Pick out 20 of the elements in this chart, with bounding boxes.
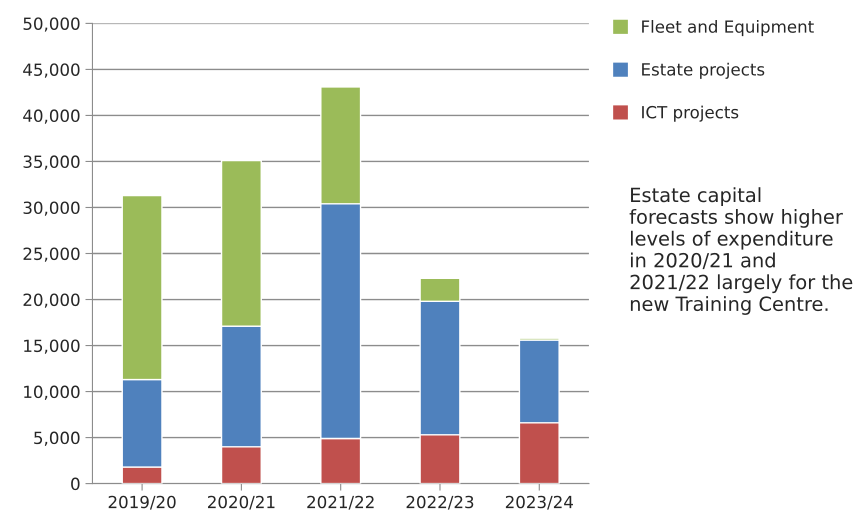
x-tick-label: 2023/24 bbox=[506, 496, 573, 510]
legend-label: Fleet and Equipment bbox=[642, 20, 814, 36]
y-tick-label: 45,000 bbox=[23, 63, 80, 78]
y-tick-label: 10,000 bbox=[24, 386, 80, 400]
y-tick-label: 15,000 bbox=[24, 340, 80, 354]
y-tick-label: 0 bbox=[71, 478, 80, 490]
y-tick-label: 25,000 bbox=[24, 247, 80, 262]
y-tick-label: 30,000 bbox=[24, 201, 80, 216]
x-tick-label: 2021/22 bbox=[307, 496, 374, 510]
legend-label: Estate projects bbox=[642, 62, 764, 79]
y-tick-label: 20,000 bbox=[24, 293, 80, 308]
legend-label: ICT projects bbox=[642, 106, 738, 122]
x-tick-label: 2020/21 bbox=[208, 496, 274, 510]
y-tick-label: 50,000 bbox=[24, 17, 80, 32]
y-tick-label: 5,000 bbox=[34, 432, 80, 446]
x-tick-label: 2022/23 bbox=[406, 496, 474, 510]
text: Estate capital forecasts show higher levels of expenditure in 2020/21 and 2021/22 largely for the new Training Centre. bbox=[630, 187, 852, 315]
y-tick-label: 40,000 bbox=[23, 109, 80, 124]
x-tick-label: 2019/20 bbox=[108, 496, 176, 510]
y-tick-label: 35,000 bbox=[24, 155, 80, 170]
